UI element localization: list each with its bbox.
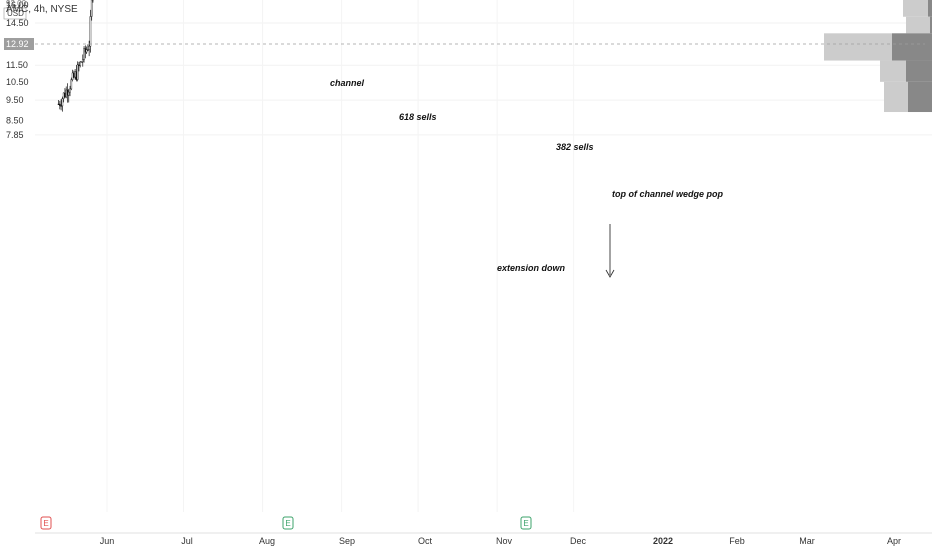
candle-body [69,88,71,93]
price-tick-label: 9.50 [6,95,24,105]
time-tick-label: Dec [570,536,587,546]
marker-price-tag [4,38,34,50]
candle-body [88,46,90,51]
candle-body [73,72,75,78]
price-axis[interactable]: 84.0076.0068.5861.0055.0049.0043.0039.00… [3,0,29,140]
candle-body [81,59,84,63]
currency-label: USD [7,9,24,18]
candle-body [89,16,92,47]
annotation-label: extension down [497,263,566,273]
time-tick-label: Sep [339,536,355,546]
volume-profile-dark [908,81,932,113]
candle-body [62,92,65,99]
time-tick-label: Mar [799,536,815,546]
volume-profile-dark [892,33,932,61]
volume-profile-dark [930,16,932,34]
earnings-marker-label: E [43,519,48,528]
arrow-head [605,269,615,278]
time-tick-label: Aug [259,536,275,546]
earnings-marker [520,516,532,530]
price-tick-label: 7.85 [6,130,24,140]
price-tick-label: 14.50 [6,18,29,28]
volume-profile-light [884,81,908,113]
candle-body [67,91,70,96]
time-tick-label: Nov [496,536,513,546]
volume-profile-light [880,60,906,82]
candle-body [57,103,60,105]
candle-body [90,0,93,17]
volume-profile-light [824,33,892,61]
price-tick-label: 8.50 [6,115,24,125]
price-tick-label: 10.50 [6,77,29,87]
candle-body [79,61,82,66]
time-tick-label: 2022 [653,536,673,546]
price-tick-label: 16.00 [6,0,29,10]
candle-body [85,49,88,53]
time-tick-label: Jun [100,536,115,546]
candle-body [64,92,66,98]
annotation-label: top of channel wedge pop [612,189,723,199]
candles [57,0,94,112]
chart-title: AMC, 4h, NYSE [6,4,78,15]
candle-body [83,48,85,60]
trendlines [605,224,615,278]
volume-profile-light [906,16,930,34]
time-tick-label: Oct [418,536,433,546]
volume-profile [824,0,932,113]
volume-profile-dark [928,0,932,17]
candle-body [74,71,76,78]
time-tick-label: Feb [729,536,745,546]
earnings-marker [40,516,52,530]
annotations: channel 618 sells 382 sells top of channel … [330,78,723,273]
currency-box [3,7,27,20]
candle-body [76,64,79,80]
earnings-marker-label: E [523,519,528,528]
price-tick-label: 11.50 [6,60,28,70]
price-tags: 32.6725:03AMC12.92 [4,38,925,50]
candle-body [87,49,89,51]
candle-body [66,89,69,96]
candle-body [80,61,83,63]
earnings-marker [282,516,294,530]
volume-profile-light [903,0,928,17]
candle-body [60,105,62,107]
candle-body [65,89,67,98]
candle-body [75,71,78,80]
candle-body [61,98,64,107]
annotation-label: channel [330,78,365,88]
time-tick-label: Apr [887,536,901,546]
candle-body [59,103,61,106]
time-tick-label: Jul [181,536,193,546]
price-tick-label: 92.00 [6,0,27,8]
time-axis[interactable]: Jun Jul Aug Sep Oct Nov Dec 2022 Feb Mar Apr E E E [35,516,932,546]
volume-profile-dark [906,60,932,82]
candle-body [70,79,73,90]
candle-body [71,72,74,80]
candle-body [84,48,87,53]
earnings-marker-label: E [285,519,290,528]
candle-body [78,64,80,66]
annotation-label: 382 sells [556,142,594,152]
marker-price-value: 12.92 [6,39,29,49]
annotation-label: 618 sells [399,112,437,122]
grid-lines [35,0,932,512]
